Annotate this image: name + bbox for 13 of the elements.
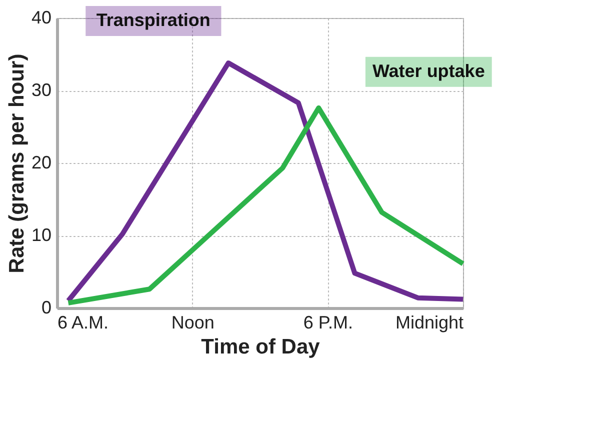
x-axis-title: Time of Day [201, 336, 320, 358]
y-tick-label: 0 [41, 298, 52, 318]
text: Water uptake [372, 60, 485, 81]
x-tick-label: 6 A.M. [58, 312, 109, 332]
y-tick-label: 10 [31, 225, 52, 245]
x-tick-label: Midnight [395, 312, 464, 332]
y-axis-title: Rate (grams per hour) [5, 54, 28, 274]
x-tick-label: Noon [171, 312, 214, 332]
text: Transpiration [96, 10, 210, 30]
y-tick-label: 40 [31, 8, 52, 28]
x-tick-label: 6 P.M. [303, 312, 354, 332]
y-tick-label: 20 [31, 152, 52, 172]
y-tick-label: 30 [31, 80, 52, 100]
